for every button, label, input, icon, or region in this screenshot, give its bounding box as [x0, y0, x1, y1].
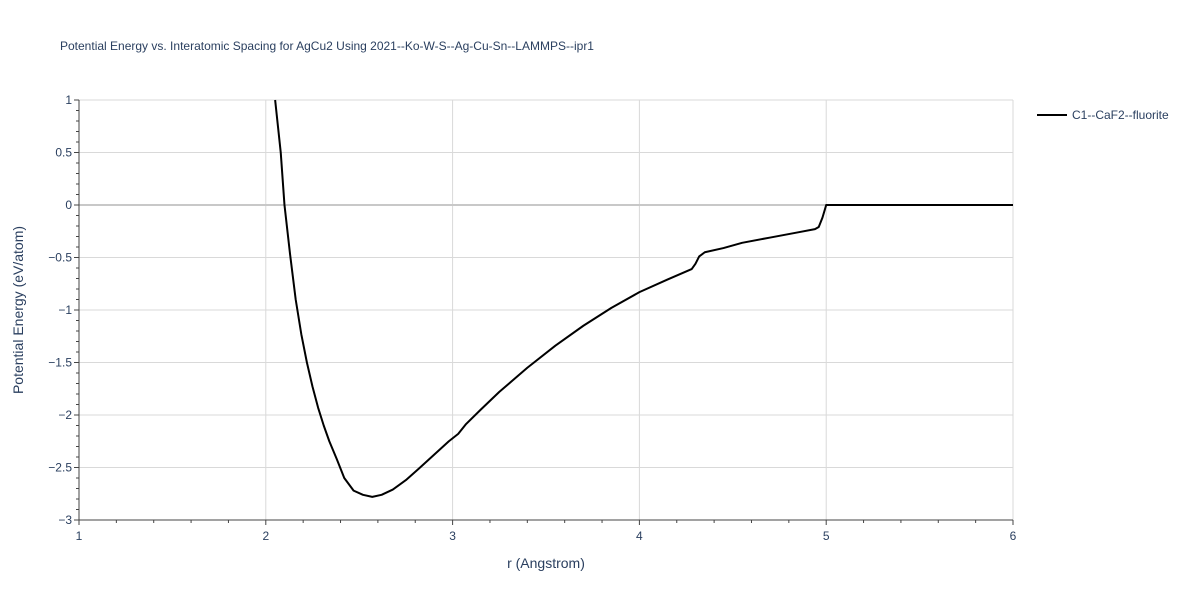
x-axis-title: r (Angstrom): [507, 555, 585, 571]
grid-lines: [79, 99, 1014, 520]
legend[interactable]: C1--CaF2--fluorite: [1037, 108, 1169, 122]
y-axis-title: Potential Energy (eV/atom): [10, 226, 26, 394]
y-tick-label: 1: [65, 93, 72, 107]
y-tick-label: −1: [58, 303, 72, 317]
y-tick-label: 0: [65, 198, 72, 212]
legend-label: C1--CaF2--fluorite: [1072, 108, 1169, 122]
x-tick-label: 2: [262, 529, 269, 543]
x-tick-label: 4: [636, 529, 643, 543]
series-line: [274, 99, 1013, 498]
y-tick-label: −0.5: [48, 251, 72, 265]
x-tick-label: 3: [449, 529, 456, 543]
y-tick-label: −2: [58, 408, 72, 422]
y-tick-label: −3: [58, 513, 72, 527]
x-axis-ticks: 1 2 3 4 5 6: [76, 529, 1017, 543]
y-tick-label: 0.5: [55, 146, 72, 160]
axes: [74, 99, 1014, 525]
y-tick-label: −1.5: [48, 356, 72, 370]
series-layer: [274, 99, 1013, 498]
chart-title: Potential Energy vs. Interatomic Spacing…: [60, 39, 594, 53]
x-tick-label: 5: [823, 529, 830, 543]
y-axis-ticks: −3 −2.5 −2 −1.5 −1 −0.5 0 0.5 1: [48, 93, 72, 527]
x-tick-label: 1: [76, 529, 83, 543]
x-tick-label: 6: [1010, 529, 1017, 543]
y-tick-label: −2.5: [48, 461, 72, 475]
